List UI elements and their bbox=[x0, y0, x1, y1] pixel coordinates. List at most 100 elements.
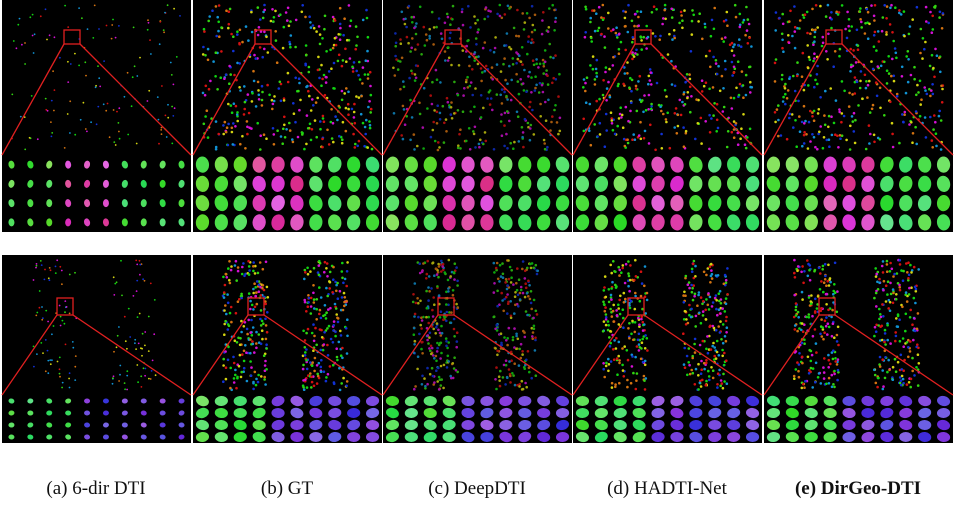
fiber-dot bbox=[32, 35, 34, 37]
fiber-dot bbox=[442, 387, 445, 390]
fiber-dot bbox=[799, 130, 802, 133]
fiber-dot bbox=[710, 348, 713, 351]
fiber-dot bbox=[437, 149, 440, 152]
fiber-dot bbox=[331, 137, 334, 140]
fiber-dot bbox=[923, 48, 926, 51]
fiber-dot bbox=[924, 41, 927, 44]
fiber-dot bbox=[217, 133, 220, 136]
fiber-dot bbox=[119, 374, 121, 376]
fiber-dot bbox=[733, 97, 736, 100]
fiber-dot bbox=[805, 316, 808, 319]
fiber-dot bbox=[830, 115, 833, 118]
fiber-dot bbox=[833, 283, 836, 286]
fiber-dot bbox=[507, 5, 510, 8]
fiber-dot bbox=[626, 379, 629, 382]
fiber-dot bbox=[350, 19, 353, 22]
fiber-dot bbox=[266, 311, 269, 314]
figure: (a) 6-dir DTI (b) GT (c) DeepDTI (d) HAD… bbox=[0, 0, 956, 508]
fiber-dot bbox=[225, 378, 228, 381]
fiber-dot bbox=[873, 45, 876, 48]
fiber-dot bbox=[903, 35, 906, 38]
fiber-dot bbox=[803, 270, 806, 273]
fiber-dot bbox=[837, 13, 840, 16]
fiber-dot bbox=[903, 113, 906, 116]
fiber-dot bbox=[875, 81, 878, 84]
fiber-dot bbox=[745, 74, 748, 77]
fiber-dot bbox=[254, 272, 257, 275]
fiber-dot bbox=[11, 94, 13, 96]
fiber-dot bbox=[623, 345, 626, 348]
fiber-dot bbox=[687, 283, 690, 286]
fiber-dot bbox=[516, 267, 519, 270]
fiber-dot bbox=[203, 123, 206, 126]
fiber-dot bbox=[522, 260, 525, 263]
fiber-dot bbox=[719, 320, 722, 323]
fiber-dot bbox=[825, 316, 828, 319]
fiber-dot bbox=[506, 337, 509, 340]
fiber-dot bbox=[745, 6, 748, 9]
fiber-dot bbox=[895, 52, 898, 55]
fiber-dot bbox=[674, 85, 677, 88]
fiber-dot bbox=[749, 91, 752, 94]
fiber-dot bbox=[552, 77, 555, 80]
fiber-dot bbox=[465, 79, 468, 82]
fiber-dot bbox=[690, 95, 693, 98]
fiber-dot bbox=[363, 145, 366, 148]
fiber-dot bbox=[215, 5, 218, 8]
fiber-dot bbox=[395, 58, 398, 61]
fiber-dot bbox=[314, 119, 317, 122]
fiber-dot bbox=[711, 273, 714, 276]
fiber-dot bbox=[265, 343, 268, 346]
fiber-dot bbox=[251, 31, 254, 34]
fiber-dot bbox=[20, 116, 22, 118]
fiber-dot bbox=[445, 340, 448, 343]
fiber-dot bbox=[831, 134, 834, 137]
fiber-dot bbox=[873, 19, 876, 22]
fiber-dot bbox=[59, 376, 61, 378]
fiber-dot bbox=[323, 331, 326, 334]
fiber-dot bbox=[746, 29, 749, 32]
fiber-dot bbox=[725, 316, 728, 319]
fiber-dot bbox=[341, 347, 344, 350]
fiber-dot bbox=[594, 30, 597, 33]
fiber-dot bbox=[638, 323, 641, 326]
fiber-dot bbox=[828, 377, 831, 380]
fiber-dot bbox=[617, 304, 620, 307]
fiber-dot bbox=[683, 291, 686, 294]
fiber-dot bbox=[417, 316, 420, 319]
fiber-dot bbox=[450, 101, 453, 104]
fiber-dot bbox=[257, 6, 260, 9]
fiber-dot bbox=[364, 126, 367, 129]
fiber-dot bbox=[345, 87, 348, 90]
fiber-dot bbox=[112, 19, 114, 21]
fiber-dot bbox=[832, 322, 835, 325]
fiber-dot bbox=[59, 305, 61, 307]
fiber-dot bbox=[485, 6, 488, 9]
fiber-dot bbox=[248, 265, 251, 268]
fiber-dot bbox=[256, 122, 259, 125]
fiber-dot bbox=[491, 66, 494, 69]
fiber-dot bbox=[854, 92, 857, 95]
fiber-dot bbox=[420, 327, 423, 330]
fiber-dot bbox=[228, 325, 231, 328]
fiber-dot bbox=[332, 87, 335, 90]
fiber-dot bbox=[240, 297, 243, 300]
fiber-dot bbox=[461, 8, 464, 11]
caption: (d) HADTI-Net bbox=[607, 478, 727, 499]
fiber-dot bbox=[583, 130, 586, 133]
fiber-dot bbox=[865, 87, 868, 90]
fiber-dot bbox=[410, 70, 413, 73]
fiber-dot bbox=[521, 388, 524, 391]
fiber-dot bbox=[401, 57, 404, 60]
fiber-dot bbox=[353, 116, 356, 119]
fiber-dot bbox=[112, 377, 114, 379]
fiber-dot bbox=[510, 276, 513, 279]
fiber-dot bbox=[875, 273, 878, 276]
fiber-dot bbox=[911, 370, 914, 373]
fiber-dot bbox=[414, 313, 417, 316]
fiber-dot bbox=[250, 366, 253, 369]
fiber-dot bbox=[688, 281, 691, 284]
fiber-dot bbox=[403, 86, 406, 89]
fiber-dot bbox=[420, 341, 423, 344]
fiber-dot bbox=[818, 108, 821, 111]
